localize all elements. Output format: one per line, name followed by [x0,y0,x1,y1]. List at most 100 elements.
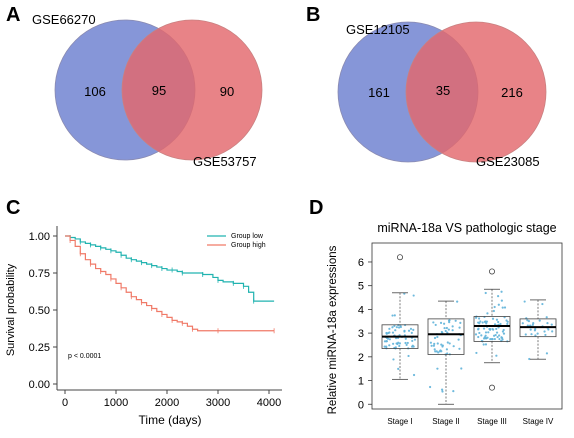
box-data-point [501,306,504,309]
km-curve-group-low [65,235,275,302]
venn-b-left-set-name: GSE12105 [346,22,410,37]
venn-b-right-circle [405,21,547,163]
box-data-point [452,345,455,348]
box-data-point [551,330,554,333]
box-outlier [488,384,495,391]
box-data-point [529,328,532,331]
box-data-point [538,319,541,322]
box-data-point [394,329,397,332]
box-data-point [477,328,480,331]
box-data-point [446,352,449,355]
box-data-point [412,294,415,297]
box-data-point [497,303,500,306]
box-data-point [407,354,410,358]
box-data-point [409,327,413,330]
panel-a-letter: A [6,4,21,26]
box-data-point [524,333,527,336]
box-data-point [500,290,503,293]
box-data-point [439,321,443,324]
box-y-tick-label: 1 [358,376,364,388]
box-data-point [498,337,501,341]
box-data-point [388,344,391,347]
box-data-point [444,329,447,333]
box-plot-frame [371,242,563,410]
km-legend: Group low Group high [207,233,266,249]
box-data-point [399,324,402,327]
box-data-point [459,321,462,325]
box-data-point [492,334,496,337]
box-x-tick-label: Stage IV [523,417,554,426]
box-data-point [528,357,531,361]
box-data-point [386,337,390,340]
km-y-tick-label: 0.25 [29,342,50,354]
venn-a-left-set-name: GSE66270 [32,12,96,27]
box-data-point [437,351,440,354]
box-data-point [430,344,433,347]
km-y-tick-label: 0.50 [29,305,50,317]
km-y-tick-label: 1.00 [29,231,50,243]
box-data-point [405,343,408,346]
box-data-point [477,321,480,324]
box-data-point [541,302,544,306]
box-data-point [550,323,553,326]
box-data-point [497,320,500,324]
box-data-point [529,324,532,327]
box-data-point [411,339,414,343]
box-data-point [546,321,549,325]
box-data-point [544,333,547,337]
km-x-tick-label: 3000 [206,397,230,409]
legend-label-group-low: Group low [231,233,264,240]
box-data-point [432,321,435,324]
box-data-point [398,344,401,348]
box-data-point [433,348,436,351]
box-data-point [388,327,391,330]
box-data-point [526,319,529,322]
box-data-point [406,341,409,345]
box-data-point [393,324,396,327]
box-data-point [440,330,443,334]
box-data-point [429,341,432,344]
box-data-point [500,299,503,302]
box-data-point [395,342,398,345]
box-data-point [434,323,437,327]
venn-b-left-count: 161 [368,85,390,100]
box-data-point [441,345,444,348]
box-data-point [428,385,432,389]
box-data-point [395,326,398,329]
box-y-tick-label: 3 [358,328,364,340]
panel-b-letter: B [306,4,321,26]
box-data-point [480,334,483,337]
box-data-point [493,337,496,341]
box-data-point [443,322,446,325]
box-data-point [481,321,484,324]
box-data-point [505,319,508,322]
box-data-point [495,331,499,334]
box-data-point [460,367,463,370]
box-x-tick-label: Stage III [477,417,507,426]
box-data-point [532,321,535,325]
box-y-tick-label: 6 [358,257,364,269]
box-data-point [545,352,549,355]
venn-b-intersection-count: 35 [436,83,450,98]
box-data-point [397,367,400,371]
box-data-point [392,358,395,361]
box-x-tick-label: Stage II [432,417,460,426]
box-data-point [482,327,486,330]
box-data-point [491,317,495,320]
venn-a-intersection-count: 95 [152,83,166,98]
box-data-point [452,390,455,393]
box-title: miRNA-18a VS pathologic stage [377,221,556,235]
box-data-point [485,322,488,325]
box-data-point [474,316,478,319]
box-data-point [534,334,537,337]
box-data-point [448,342,451,345]
box-data-point [440,388,444,391]
box-data-point [403,330,406,333]
box-data-point [446,331,449,334]
box-data-point [388,338,391,341]
box-data-point [445,348,448,351]
box-y-label: Relative miRNA-18a expressions [327,245,339,414]
box-data-point [391,326,394,329]
box-data-point [534,327,537,331]
venn-b-right-set-name: GSE23085 [476,154,540,169]
